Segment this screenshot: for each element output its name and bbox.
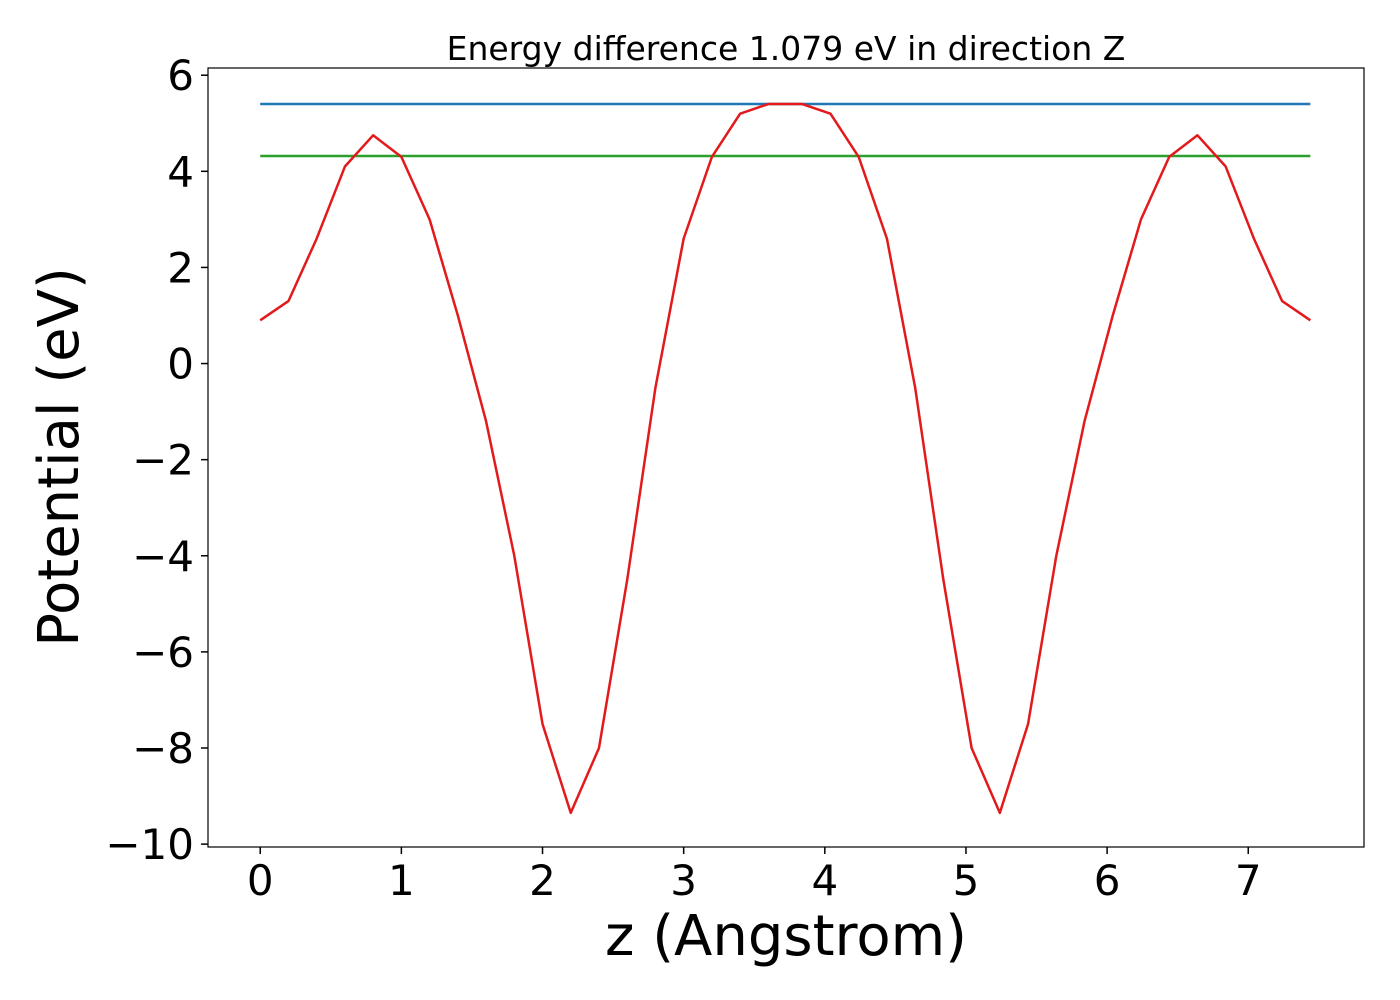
x-tick-label: 4 [811,856,838,905]
plot-frame [207,67,1365,848]
x-tick-label: 7 [1235,856,1262,905]
x-tick-label: 5 [953,856,980,905]
y-tick-label: 4 [167,147,194,196]
y-axis-label: Potential (eV) [27,267,92,647]
y-tick-label: 2 [167,243,194,292]
x-axis-label: z (Angstrom) [605,904,967,969]
y-tick-label: 0 [167,340,194,389]
x-tick-label: 0 [247,856,274,905]
x-tick-label: 2 [529,856,556,905]
x-tick-label: 3 [670,856,697,905]
line-series [259,102,1312,815]
chart-title: Energy difference 1.079 eV in direction … [447,29,1126,68]
y-tick-label: −4 [132,532,194,581]
y-tick-label: −8 [132,724,194,773]
y-tick-label: −2 [132,436,194,485]
x-tick-label: 6 [1094,856,1121,905]
y-tick-label: 6 [167,51,194,100]
x-tick-label: 1 [388,856,415,905]
y-tick-label: −6 [132,628,194,677]
y-tick-label: −10 [105,820,194,869]
